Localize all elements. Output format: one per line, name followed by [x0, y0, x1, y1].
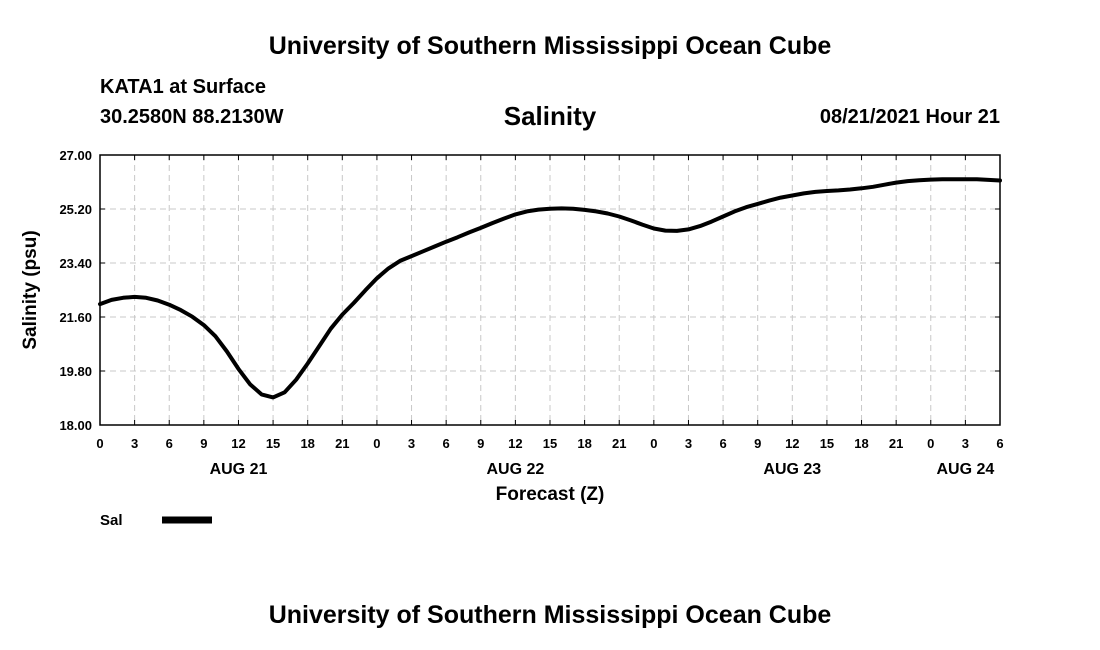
station-label: KATA1 at Surface: [100, 76, 266, 98]
timestamp-label: 08/21/2021 Hour 21: [819, 106, 1000, 128]
x-tick-label: 0: [96, 436, 103, 451]
x-tick-label: 0: [650, 436, 657, 451]
salinity-series-line: [98, 177, 1002, 400]
date-label: AUG 24: [936, 461, 994, 478]
page-title-top: University of Southern Mississippi Ocean…: [268, 32, 832, 60]
x-tick-label: 9: [477, 436, 484, 451]
x-axis-title: Forecast (Z): [496, 484, 605, 505]
x-tick-label: 3: [408, 436, 415, 451]
x-tick-label: 12: [231, 436, 245, 451]
grid-lines: [100, 155, 1000, 425]
y-tick-label: 21.60: [59, 310, 92, 325]
chart-title: Salinity: [503, 101, 597, 131]
x-tick-label: 0: [373, 436, 380, 451]
page-title-bottom: University of Southern Mississippi Ocean…: [268, 601, 832, 629]
y-tick-label: 27.00: [59, 148, 92, 163]
y-tick-label: 23.40: [59, 256, 92, 271]
x-tick-label: 18: [577, 436, 591, 451]
date-labels: AUG 21 AUG 22 AUG 23 AUG 24: [210, 461, 995, 478]
x-tick-label: 21: [335, 436, 349, 451]
y-tick-label: 19.80: [59, 364, 92, 379]
date-label: AUG 22: [486, 461, 544, 478]
x-tick-label: 6: [166, 436, 173, 451]
x-tick-label: 12: [785, 436, 799, 451]
y-tick-label: 25.20: [59, 202, 92, 217]
date-label: AUG 23: [763, 461, 821, 478]
x-tick-label: 18: [854, 436, 868, 451]
x-tick-label: 12: [508, 436, 522, 451]
y-axis-title: Salinity (psu): [20, 230, 41, 349]
y-tick-labels: 18.00 19.80 21.60 23.40 25.20 27.00: [59, 148, 92, 433]
x-tick-label: 9: [754, 436, 761, 451]
x-tick-label: 9: [200, 436, 207, 451]
x-tick-label: 3: [685, 436, 692, 451]
x-tick-label: 3: [131, 436, 138, 451]
x-tick-label: 6: [996, 436, 1003, 451]
x-tick-label: 15: [266, 436, 280, 451]
x-tick-label: 15: [543, 436, 557, 451]
x-tick-label: 0: [927, 436, 934, 451]
x-tick-label: 6: [719, 436, 726, 451]
x-tick-label: 21: [612, 436, 626, 451]
legend-label: Sal: [100, 512, 123, 529]
x-tick-label: 6: [443, 436, 450, 451]
y-tick-label: 18.00: [59, 418, 92, 433]
x-tick-label: 18: [300, 436, 314, 451]
x-tick-label: 15: [820, 436, 834, 451]
axis-ticks: [99, 154, 1001, 426]
x-tick-label: 3: [962, 436, 969, 451]
x-tick-labels: 0 3 6 9 12 15 18 21 0 3 6 9 12 15 18 21 0 3 6 9 12 15 18 21 0 3 6: [96, 436, 1003, 451]
date-label: AUG 21: [210, 461, 268, 478]
x-tick-label: 21: [889, 436, 903, 451]
coordinates-label: 30.2580N 88.2130W: [100, 106, 284, 128]
